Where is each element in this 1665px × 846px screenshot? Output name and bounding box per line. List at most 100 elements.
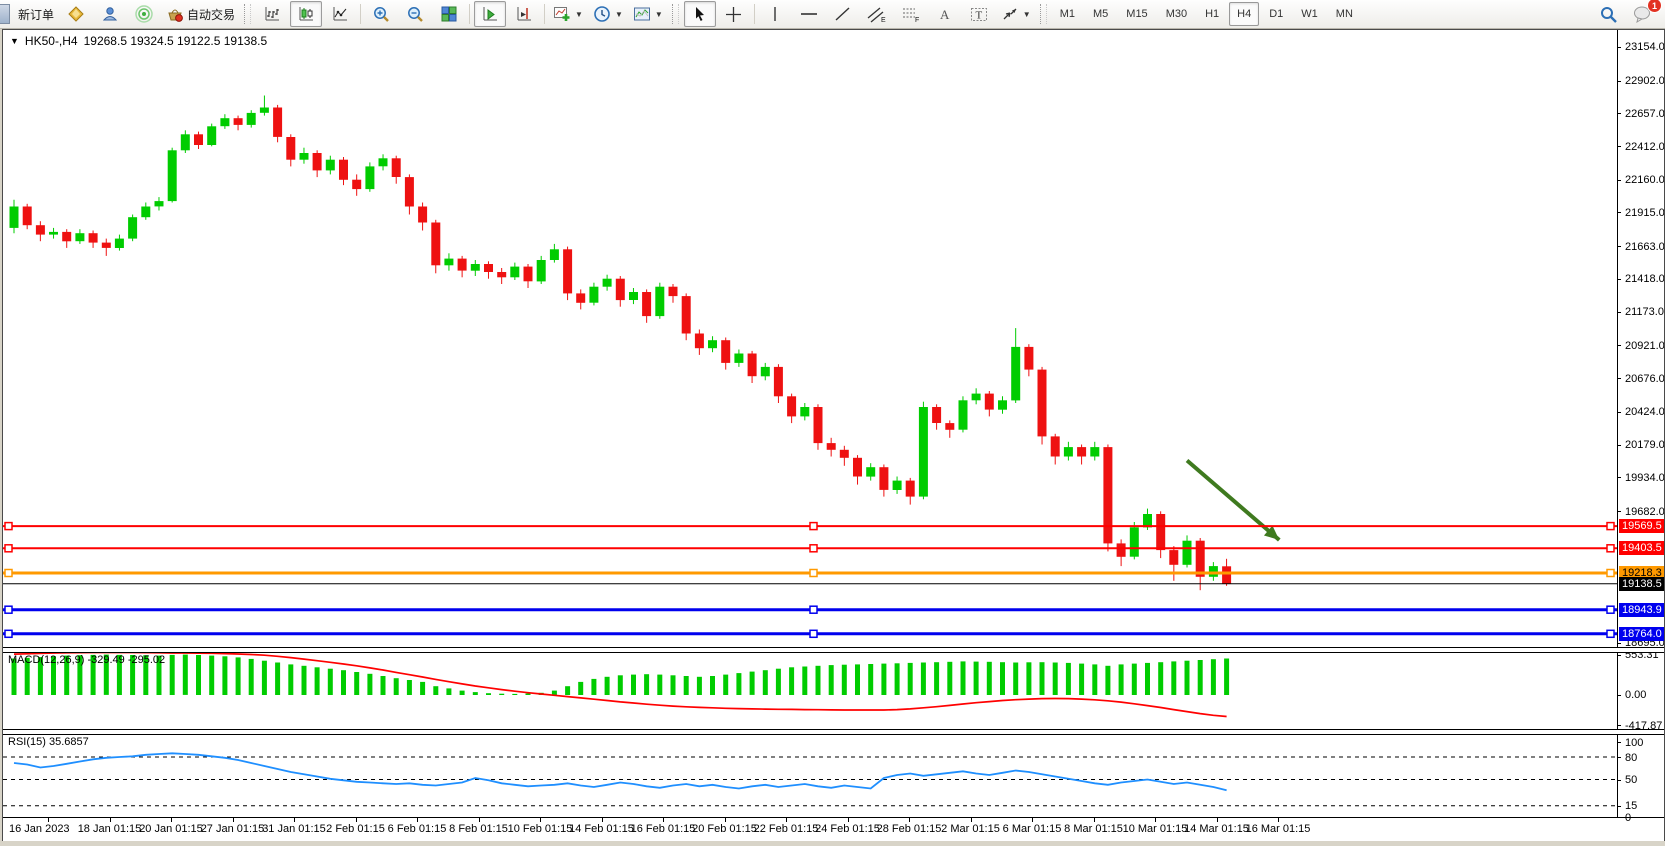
pane-splitter-rsi[interactable] [3,729,1664,735]
time-axis-tick [970,818,972,822]
time-axis-label: 6 Mar 01:15 [1002,823,1062,835]
pane-splitter-macd[interactable] [3,647,1664,653]
metaquotes-button[interactable] [60,1,92,27]
tf-button-w1[interactable]: W1 [1301,8,1318,20]
tf-button-m5[interactable]: M5 [1093,8,1109,20]
tf-button-m30[interactable]: M30 [1165,8,1188,20]
candles-series [9,95,1232,591]
zoom-out-button[interactable] [399,1,431,27]
trendline-tool-button[interactable] [827,1,859,27]
fibonacci-tool-button[interactable]: F [895,1,927,27]
tf-button-d1[interactable]: D1 [1269,8,1284,20]
macd-bar [367,673,373,695]
tile-windows-button[interactable] [433,1,465,27]
line-handle[interactable] [4,544,13,553]
candlestick-chart-type-button[interactable] [290,1,323,27]
candle-body [404,177,414,207]
time-axis-tick [786,818,787,822]
chart-shift-button[interactable] [508,1,540,27]
community-button[interactable] [94,1,126,27]
price-level-label-18764.0: 18764.0 [1619,626,1664,641]
line-handle[interactable] [1606,605,1615,614]
crosshair-tool-button[interactable] [718,1,750,27]
line-handle[interactable] [809,629,818,639]
toolbar-grip[interactable] [671,4,679,24]
time-axis-tick [1155,818,1156,822]
new-order-button[interactable]: 新订单 [14,1,58,27]
trend-arrow-annotation[interactable] [1185,458,1281,542]
price-axis-tick [1617,179,1621,181]
price-level-label-19403.5: 19403.5 [1619,541,1664,556]
line-handle[interactable] [809,544,818,553]
line-handle[interactable] [4,521,13,531]
line-handle[interactable] [4,605,13,614]
tf-button-h4[interactable]: H4 [1229,2,1260,26]
text-label-tool-button[interactable]: T [963,1,995,27]
candle-body [259,107,269,113]
candle-body [958,400,968,430]
zoom-in-button[interactable] [365,1,397,27]
macd-bar [1118,664,1124,695]
rsi-axis-tick [1617,779,1621,781]
toolbar-grip[interactable] [1039,4,1047,24]
cursor-icon [695,7,704,21]
line-handle[interactable] [809,521,818,531]
macd-signal-line [13,651,1227,718]
candle-body [1182,540,1192,565]
price-axis-tick [1617,511,1621,513]
equidistant-channel-tool-button[interactable]: E [861,1,893,27]
vertical-line-tool-button[interactable] [759,1,791,27]
bar-chart-type-button[interactable] [256,1,288,27]
cursor-tool-button[interactable] [683,1,716,27]
periods-dropdown-button[interactable]: ▼ [589,1,627,27]
macd-bar [11,658,17,695]
macd-bar [314,667,320,695]
auto-scroll-button[interactable] [474,1,507,27]
time-axis-label: 16 Feb 01:15 [630,823,696,835]
candle-body [708,340,717,349]
tf-button-m15[interactable]: M15 [1126,8,1148,20]
line-handle[interactable] [1606,629,1615,639]
price-level-label-19138.5: 19138.5 [1619,576,1664,591]
rsi-axis-tick [1617,805,1621,807]
macd-bar [736,673,742,695]
collapse-chart-icon[interactable]: ▼ [10,36,19,46]
tf-button-m1[interactable]: M1 [1059,8,1075,20]
line-handle[interactable] [1606,521,1615,531]
line-handle[interactable] [4,568,13,578]
macd-axis-tick [1617,654,1621,656]
indicators-dropdown-button[interactable]: ▼ [549,1,587,27]
price-axis-label: 21663.0 [1625,240,1665,253]
time-axis-label: 14 Feb 01:15 [569,823,634,835]
toolbar-grip[interactable] [244,4,252,24]
candle-body [220,118,230,127]
algo-trading-button[interactable]: 自动交易 [162,1,239,27]
line-handle[interactable] [4,629,13,639]
macd-bar [815,665,821,695]
line-handle[interactable] [1606,544,1615,553]
tf-button-mn[interactable]: MN [1335,8,1353,20]
search-button[interactable] [1592,1,1624,27]
macd-bar [301,665,307,695]
signals-button[interactable] [128,1,160,27]
macd-bar [1210,659,1216,695]
tf-button-h1[interactable]: H1 [1205,8,1220,20]
notifications-button[interactable]: 1 [1626,0,1662,27]
macd-bar [472,692,478,695]
line-chart-type-button[interactable] [324,1,356,27]
text-tool-button[interactable]: A [929,1,961,27]
line-handle[interactable] [809,605,818,614]
macd-bar [1052,662,1058,695]
horizontal-line-tool-button[interactable] [793,1,825,27]
price-axis-label: 20424.0 [1625,406,1665,419]
window-bottom-edge [0,841,1665,846]
macd-bar [696,676,702,695]
macd-bar [1092,664,1098,695]
line-handle[interactable] [809,568,818,578]
line-handle[interactable] [1606,568,1615,578]
templates-dropdown-button[interactable]: ▼ [629,1,667,27]
time-axis-tick [232,818,234,822]
candle-body [286,137,296,160]
candle-body [563,249,573,294]
arrows-dropdown-button[interactable]: ▼ [997,1,1035,27]
